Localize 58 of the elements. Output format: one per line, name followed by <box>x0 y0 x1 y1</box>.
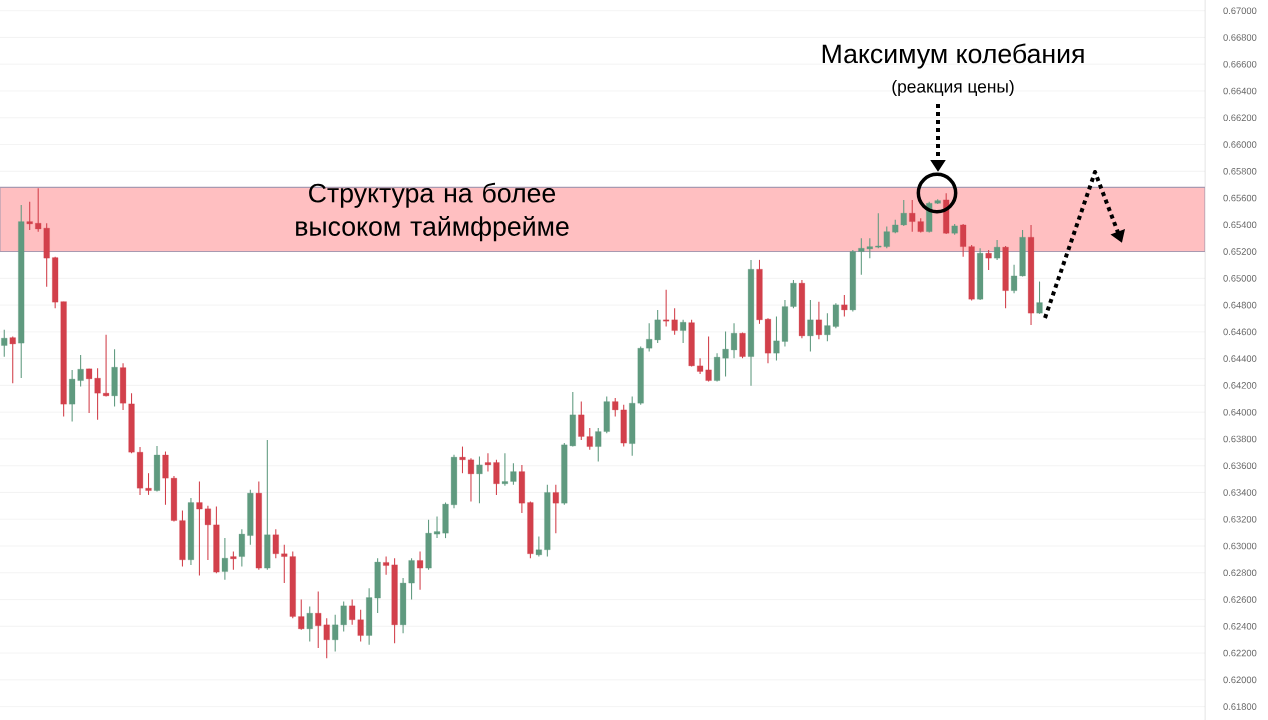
candlestick <box>493 459 500 496</box>
candlestick <box>985 249 992 271</box>
candlestick <box>680 319 687 344</box>
candlestick <box>994 239 1001 261</box>
y-tick-label: 0.63800 <box>1223 435 1257 443</box>
y-tick-label: 0.62000 <box>1223 676 1257 684</box>
candlestick <box>417 550 424 591</box>
candlestick <box>815 301 822 340</box>
annotation: (реакция цены) <box>892 79 1014 97</box>
y-tick-label: 0.63400 <box>1223 489 1257 496</box>
y-tick-label: 0.64600 <box>1223 328 1257 336</box>
candlestick <box>841 294 848 318</box>
candlestick <box>731 322 738 359</box>
y-tick-label: 0.64000 <box>1223 408 1257 416</box>
candlestick <box>535 535 542 558</box>
candlestick <box>510 462 517 486</box>
y-tick-label: 0.65600 <box>1223 194 1257 202</box>
y-tick-label: 0.64200 <box>1223 382 1257 389</box>
candlestick <box>1036 281 1043 315</box>
candlestick <box>26 201 33 231</box>
y-tick-label: 0.64800 <box>1223 301 1257 309</box>
y-tick-label: 0.65800 <box>1223 167 1257 175</box>
candlestick <box>230 550 237 571</box>
y-tick-label: 0.63600 <box>1223 462 1257 469</box>
candlestick <box>298 599 305 631</box>
y-tick-label: 0.61800 <box>1223 703 1257 710</box>
y-tick-label: 0.65000 <box>1223 275 1257 282</box>
y-tick-label: 0.67000 <box>1223 7 1257 14</box>
candlestick <box>238 528 245 568</box>
candlestick <box>790 279 797 309</box>
band-label: Структура на более высоком таймфрейме <box>296 182 569 242</box>
candlestick <box>501 452 508 487</box>
candlestick <box>807 299 814 353</box>
y-tick-label: 0.66600 <box>1223 60 1257 68</box>
y-tick-label: 0.63000 <box>1223 542 1257 550</box>
y-tick-label: 0.66800 <box>1223 34 1257 41</box>
candlestick <box>103 334 110 398</box>
candlestick <box>476 456 483 504</box>
candlestick <box>221 537 228 581</box>
y-tick-label: 0.62400 <box>1223 623 1257 630</box>
y-tick-label: 0.62800 <box>1223 569 1257 577</box>
y-tick-label: 0.64400 <box>1223 355 1257 362</box>
y-tick-label: 0.66200 <box>1223 114 1257 122</box>
candlestick <box>1 329 8 358</box>
y-tick-label: 0.66400 <box>1223 87 1257 95</box>
candlestick <box>306 605 313 643</box>
y-tick-label: 0.62600 <box>1223 596 1257 603</box>
candlestick <box>484 452 491 473</box>
y-tick-label: 0.66000 <box>1223 141 1257 148</box>
candlestick <box>552 484 559 534</box>
annotation: Максимум колебания <box>822 43 1084 69</box>
y-tick-label: 0.63200 <box>1223 515 1257 523</box>
y-tick-label: 0.62200 <box>1223 649 1257 657</box>
candlestick <box>9 336 16 384</box>
candlestick <box>739 332 746 359</box>
y-tick-label: 0.65200 <box>1223 248 1257 255</box>
candlestick <box>272 528 279 559</box>
y-tick-label: 0.65400 <box>1223 221 1257 229</box>
